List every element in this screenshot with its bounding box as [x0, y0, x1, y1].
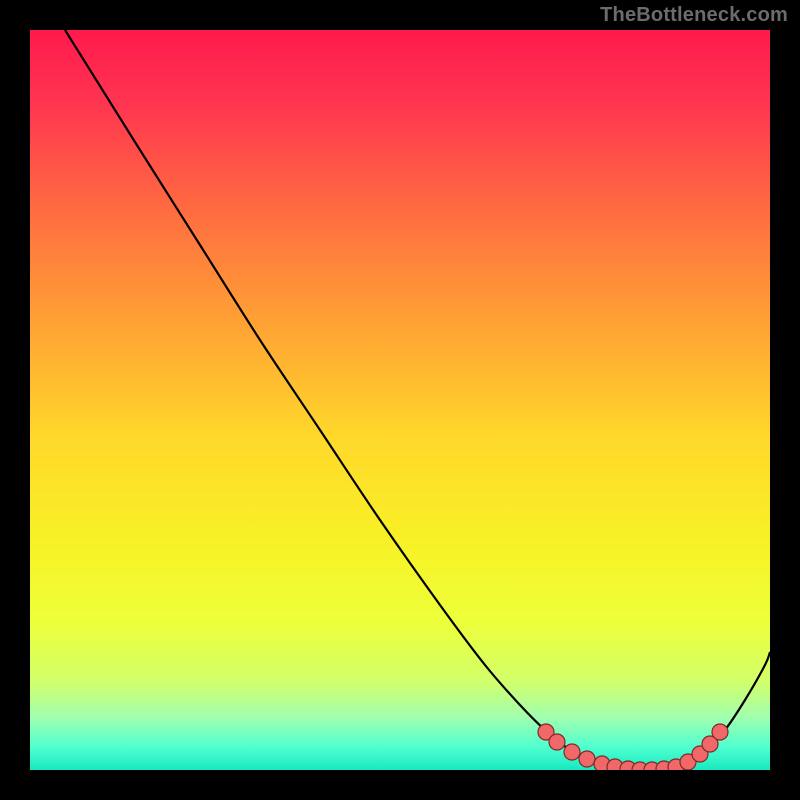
- gradient-background: [30, 30, 770, 770]
- data-marker: [579, 751, 595, 767]
- data-marker: [712, 724, 728, 740]
- plot-area: [30, 30, 770, 770]
- data-marker: [564, 744, 580, 760]
- data-marker: [549, 734, 565, 750]
- watermark-text: TheBottleneck.com: [600, 4, 788, 27]
- chart-svg: [30, 30, 770, 770]
